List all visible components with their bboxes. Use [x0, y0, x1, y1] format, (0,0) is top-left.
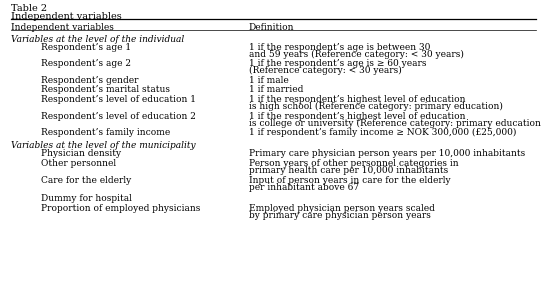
Text: 1 if the respondent’s age is between 30: 1 if the respondent’s age is between 30: [249, 43, 430, 52]
Text: Independent variables: Independent variables: [11, 12, 122, 21]
Text: Care for the elderly: Care for the elderly: [41, 176, 131, 185]
Text: Respondent’s level of education 2: Respondent’s level of education 2: [41, 111, 195, 121]
Text: Input of person years in care for the elderly: Input of person years in care for the el…: [249, 176, 451, 185]
Text: and 59 years (Reference category: < 30 years): and 59 years (Reference category: < 30 y…: [249, 50, 464, 59]
Text: is high school (Reference category: primary education): is high school (Reference category: prim…: [249, 102, 503, 111]
Text: Variables at the level of the individual: Variables at the level of the individual: [11, 35, 184, 44]
Text: Independent variables: Independent variables: [11, 23, 114, 32]
Text: is college or university (Reference category: primary education): is college or university (Reference cate…: [249, 119, 541, 128]
Text: Dummy for hospital: Dummy for hospital: [41, 194, 131, 203]
Text: Person years of other personnel categories in: Person years of other personnel categori…: [249, 159, 458, 168]
Text: by primary care physician person years: by primary care physician person years: [249, 211, 431, 220]
Text: Respondent’s family income: Respondent’s family income: [41, 128, 170, 137]
Text: per inhabitant above 67: per inhabitant above 67: [249, 183, 359, 192]
Text: Employed physician person years scaled: Employed physician person years scaled: [249, 204, 435, 213]
Text: 1 if the respondent’s highest level of education: 1 if the respondent’s highest level of e…: [249, 111, 465, 121]
Text: Respondent’s level of education 1: Respondent’s level of education 1: [41, 95, 196, 104]
Text: Table 2: Table 2: [11, 4, 47, 13]
Text: Physician density: Physician density: [41, 149, 121, 158]
Text: Primary care physician person years per 10,000 inhabitants: Primary care physician person years per …: [249, 149, 525, 158]
Text: Respondent’s age 2: Respondent’s age 2: [41, 59, 130, 69]
Text: 1 if respondent’s family income ≥ NOK 300,000 (£25,000): 1 if respondent’s family income ≥ NOK 30…: [249, 128, 516, 137]
Text: Other personnel: Other personnel: [41, 159, 116, 168]
Text: 1 if the respondent’s highest level of education: 1 if the respondent’s highest level of e…: [249, 95, 465, 104]
Text: (Reference category: < 30 years): (Reference category: < 30 years): [249, 66, 401, 75]
Text: 1 if the respondent’s age is ≥ 60 years: 1 if the respondent’s age is ≥ 60 years: [249, 59, 426, 69]
Text: Definition: Definition: [249, 23, 294, 32]
Text: primary health care per 10,000 inhabitants: primary health care per 10,000 inhabitan…: [249, 166, 448, 175]
Text: Variables at the level of the municipality: Variables at the level of the municipali…: [11, 141, 195, 150]
Text: Respondent’s age 1: Respondent’s age 1: [41, 43, 131, 52]
Text: 1 if married: 1 if married: [249, 86, 304, 94]
Text: Proportion of employed physicians: Proportion of employed physicians: [41, 204, 200, 213]
Text: Respondent’s marital status: Respondent’s marital status: [41, 86, 169, 94]
Text: Respondent’s gender: Respondent’s gender: [41, 76, 138, 85]
Text: 1 if male: 1 if male: [249, 76, 288, 85]
